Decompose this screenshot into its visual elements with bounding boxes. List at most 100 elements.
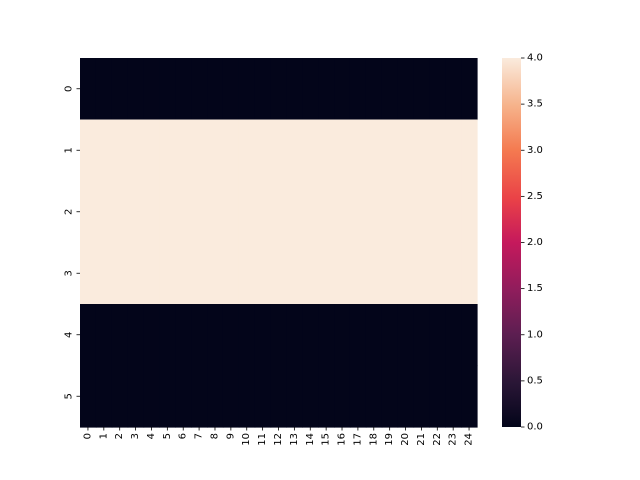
y-tick-label: 2 bbox=[64, 209, 75, 215]
heatmap-cell bbox=[175, 58, 192, 121]
heatmap-cell bbox=[111, 304, 129, 367]
heatmap-cell bbox=[397, 304, 415, 367]
heatmap-cell bbox=[127, 119, 145, 182]
heatmap-cell bbox=[80, 365, 97, 428]
heatmap-cell bbox=[302, 181, 319, 244]
colorbar-tick-label: 3.5 bbox=[527, 99, 543, 110]
heatmap-cell bbox=[222, 242, 240, 305]
heatmap-cell bbox=[127, 304, 145, 367]
heatmap-cell bbox=[334, 119, 351, 182]
heatmap-cell bbox=[334, 304, 351, 367]
heatmap-cell bbox=[95, 304, 113, 367]
heatmap-cell bbox=[429, 181, 446, 244]
heatmap-cell bbox=[302, 365, 319, 428]
heatmap-cell bbox=[191, 58, 208, 121]
heatmap-cell bbox=[286, 365, 303, 428]
colorbar-tick-label: 0.5 bbox=[527, 375, 543, 386]
heatmap-cell bbox=[143, 365, 160, 428]
heatmap-cell bbox=[413, 181, 430, 244]
x-tick-label: 7 bbox=[194, 433, 205, 439]
heatmap-cell bbox=[397, 58, 415, 121]
heatmap-cell bbox=[318, 181, 335, 244]
x-tick-label: 23 bbox=[448, 433, 459, 446]
heatmap-cell bbox=[461, 365, 478, 428]
heatmap-cell bbox=[349, 242, 367, 305]
heatmap-cell bbox=[318, 58, 335, 121]
heatmap-cell bbox=[111, 58, 129, 121]
heatmap-cell bbox=[222, 304, 240, 367]
y-tick-label: 5 bbox=[64, 393, 75, 399]
heatmap-cell bbox=[207, 242, 224, 305]
heatmap-cell bbox=[238, 181, 256, 244]
heatmap-cell bbox=[445, 181, 462, 244]
x-tick-label: 0 bbox=[82, 433, 93, 439]
x-tick-label: 15 bbox=[321, 433, 332, 446]
heatmap-cell bbox=[349, 304, 367, 367]
heatmap-cell bbox=[381, 304, 399, 367]
heatmap-cell bbox=[175, 181, 192, 244]
heatmap-cell bbox=[127, 58, 145, 121]
colorbar-tick-label: 2.5 bbox=[527, 191, 543, 202]
heatmap-cell bbox=[365, 242, 383, 305]
heatmap-cell bbox=[381, 365, 399, 428]
heatmap-cell bbox=[381, 242, 399, 305]
heatmap-cell bbox=[127, 365, 145, 428]
heatmap-cell bbox=[175, 119, 192, 182]
heatmap-cell bbox=[95, 58, 113, 121]
y-tick-label: 1 bbox=[64, 147, 75, 153]
heatmap-cell bbox=[95, 242, 113, 305]
heatmap-cell bbox=[95, 181, 113, 244]
heatmap-cell bbox=[286, 304, 303, 367]
heatmap-cell bbox=[175, 304, 192, 367]
x-tick-label: 3 bbox=[130, 433, 141, 439]
heatmap-cell bbox=[127, 242, 145, 305]
heatmap-cell bbox=[222, 365, 240, 428]
heatmap-cell bbox=[143, 58, 160, 121]
heatmap-cell bbox=[461, 181, 478, 244]
heatmap-cell bbox=[207, 58, 224, 121]
heatmap-cell bbox=[191, 119, 208, 182]
heatmap-cell bbox=[95, 119, 113, 182]
heatmap-cell bbox=[461, 242, 478, 305]
x-axis-ticks: 0 1 2 3 4 5 6 7 8 9 10 11 12 13 14 15 16 17 18 19 20 21 22 23 24 bbox=[82, 427, 475, 446]
heatmap-cell bbox=[143, 181, 160, 244]
heatmap-cell bbox=[413, 119, 430, 182]
x-tick-label: 8 bbox=[209, 433, 220, 439]
heatmap-cell bbox=[349, 58, 367, 121]
heatmap-cell bbox=[254, 365, 272, 428]
x-tick-label: 18 bbox=[368, 433, 379, 446]
heatmap-cell bbox=[429, 304, 446, 367]
y-tick-label: 0 bbox=[64, 86, 75, 92]
colorbar-ticks: 0.0 0.5 1.0 1.5 2.0 2.5 3.0 3.5 4.0 bbox=[521, 53, 543, 433]
heatmap-cell bbox=[318, 365, 335, 428]
heatmap-cell bbox=[270, 119, 288, 182]
x-tick-label: 11 bbox=[257, 433, 268, 446]
colorbar-tick-label: 1.5 bbox=[527, 283, 543, 294]
heatmap-cell bbox=[270, 365, 288, 428]
heatmap-cell bbox=[159, 181, 176, 244]
heatmap-cell bbox=[365, 304, 383, 367]
x-tick-label: 10 bbox=[241, 433, 252, 446]
heatmap-cell bbox=[238, 242, 256, 305]
heatmap-cell bbox=[381, 58, 399, 121]
heatmap-cell bbox=[254, 181, 272, 244]
heatmap-cell bbox=[95, 365, 113, 428]
heatmap-cell bbox=[143, 119, 160, 182]
colorbar-tick-label: 0.0 bbox=[527, 422, 543, 433]
heatmap-cell bbox=[397, 242, 415, 305]
heatmap-cell bbox=[286, 119, 303, 182]
heatmap-cell bbox=[318, 304, 335, 367]
heatmap-cell bbox=[413, 242, 430, 305]
heatmap-cell bbox=[349, 365, 367, 428]
heatmap-cell bbox=[191, 242, 208, 305]
heatmap-cell bbox=[349, 119, 367, 182]
heatmap-cell bbox=[207, 365, 224, 428]
heatmap-cell bbox=[207, 181, 224, 244]
colorbar-tick-label: 2.0 bbox=[527, 237, 543, 248]
heatmap-cell bbox=[175, 365, 192, 428]
x-tick-label: 19 bbox=[384, 433, 395, 446]
x-tick-label: 17 bbox=[352, 433, 363, 446]
x-tick-label: 14 bbox=[305, 433, 316, 446]
heatmap-cell bbox=[445, 119, 462, 182]
heatmap-cell bbox=[270, 242, 288, 305]
